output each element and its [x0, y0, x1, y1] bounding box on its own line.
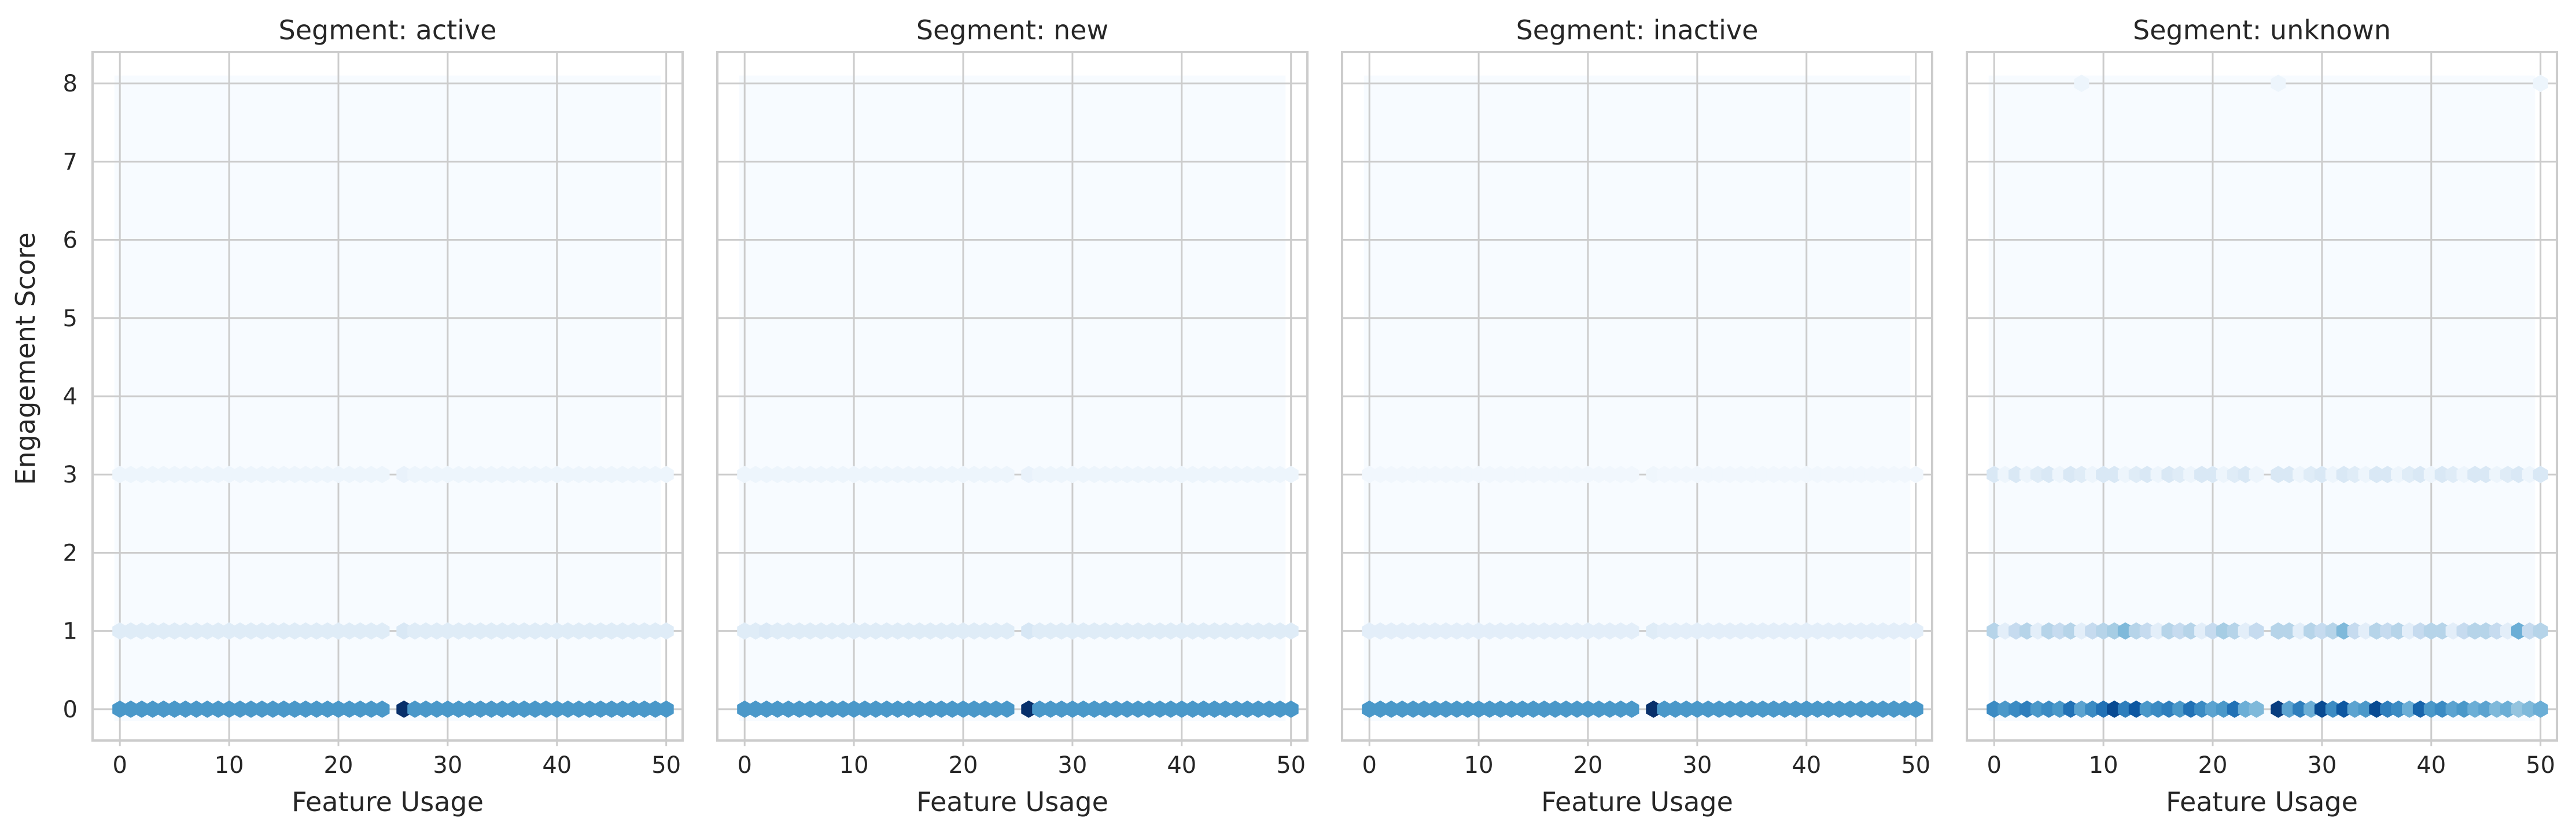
x-tick-label: 10	[1464, 752, 1494, 779]
hexbin-cell	[1624, 700, 1639, 718]
x-tick-label: 0	[1362, 752, 1376, 779]
x-tick-label: 50	[1901, 752, 1930, 779]
panel-title: Segment: inactive	[1516, 14, 1759, 46]
hexbin-cell	[1908, 622, 1923, 640]
y-tick-label: 8	[63, 71, 78, 97]
y-tick-label: 3	[63, 462, 78, 488]
axes-frame	[1966, 51, 2558, 742]
hexbin-cell	[658, 466, 674, 484]
hexbin-cell	[2533, 75, 2548, 93]
hexbin-cell	[1283, 700, 1299, 718]
x-tick-label: 50	[1276, 752, 1306, 779]
panel-title: Segment: active	[279, 14, 497, 46]
hexbin-cell	[999, 700, 1015, 718]
hexbin-cell	[374, 622, 390, 640]
y-tick-label: 7	[63, 149, 78, 175]
y-tick-label: 2	[63, 540, 78, 566]
x-tick-label: 30	[1682, 752, 1712, 779]
x-tick-label: 20	[1573, 752, 1603, 779]
hexbin-cell	[2271, 75, 2286, 93]
hexbin-background	[1363, 75, 1911, 721]
y-tick-label: 5	[63, 305, 78, 332]
x-tick-label: 20	[949, 752, 978, 779]
panel-title: Segment: unknown	[2133, 14, 2391, 46]
x-axis-label: Feature Usage	[1541, 786, 1733, 817]
panel-2: Segment: inactive 0 10 20 30 40 50 Feature Usag…	[1341, 14, 1933, 817]
x-tick-label: 50	[651, 752, 681, 779]
x-tick-label: 50	[2526, 752, 2555, 779]
axes-frame	[1341, 51, 1933, 742]
hexbin-cell	[374, 466, 390, 484]
x-tick-label: 40	[1792, 752, 1821, 779]
hexbin-cell	[1624, 622, 1639, 640]
hexbin-cell	[1283, 622, 1299, 640]
panel-3: Segment: unknown 0 10 20 30 40 50 Feature Usage	[1966, 14, 2558, 817]
x-tick-label: 10	[215, 752, 244, 779]
hexbin-cell	[2533, 622, 2548, 640]
x-tick-label: 30	[433, 752, 462, 779]
axes-frame	[91, 51, 684, 742]
x-tick-label: 30	[1057, 752, 1087, 779]
hexbin-cell	[999, 622, 1015, 640]
panel-0: Segment: active 0 10 20 30 40 50 Feature Usage 0…	[63, 14, 684, 817]
hexbin-background	[739, 75, 1286, 721]
x-tick-label: 30	[2307, 752, 2337, 779]
hexbin-cell	[2249, 466, 2264, 484]
hexbin-cell	[2074, 75, 2089, 93]
x-tick-label: 10	[839, 752, 869, 779]
y-tick-label: 0	[63, 697, 78, 723]
x-tick-label: 20	[324, 752, 353, 779]
y-tick-label: 1	[63, 618, 78, 645]
y-tick-label: 4	[63, 384, 78, 410]
hexbin-cell	[2249, 622, 2264, 640]
hexbin-background	[114, 75, 661, 721]
hexbin-cell	[658, 700, 674, 718]
hexbin-cell	[2249, 700, 2264, 718]
x-tick-label: 40	[1167, 752, 1196, 779]
hexbin-cell	[374, 700, 390, 718]
hexbin-cell	[1908, 700, 1923, 718]
x-tick-label: 0	[737, 752, 751, 779]
x-tick-label: 10	[2089, 752, 2118, 779]
x-axis-label: Feature Usage	[916, 786, 1108, 817]
hexbin-cell	[2533, 700, 2548, 718]
hexbin-cell	[2533, 466, 2548, 484]
x-tick-label: 20	[2198, 752, 2228, 779]
axes-frame	[716, 51, 1309, 742]
x-tick-label: 0	[1987, 752, 2001, 779]
y-tick-label: 6	[63, 227, 78, 254]
hexbin-cell	[1283, 466, 1299, 484]
x-axis-label: Feature Usage	[292, 786, 484, 817]
x-tick-label: 0	[112, 752, 127, 779]
hexbin-cell	[1624, 466, 1639, 484]
hexbin-background	[1988, 75, 2536, 721]
x-axis-label: Feature Usage	[2166, 786, 2358, 817]
hexbin-cell	[658, 622, 674, 640]
hexbin-cell	[999, 466, 1015, 484]
x-tick-label: 40	[2416, 752, 2446, 779]
x-tick-label: 40	[542, 752, 572, 779]
panel-1: Segment: new 0 10 20 30 40 50 Feature Usage	[716, 14, 1309, 817]
y-axis-label: Engagement Score	[10, 233, 41, 485]
panel-title: Segment: new	[916, 14, 1108, 46]
hexbin-cell	[1908, 466, 1923, 484]
